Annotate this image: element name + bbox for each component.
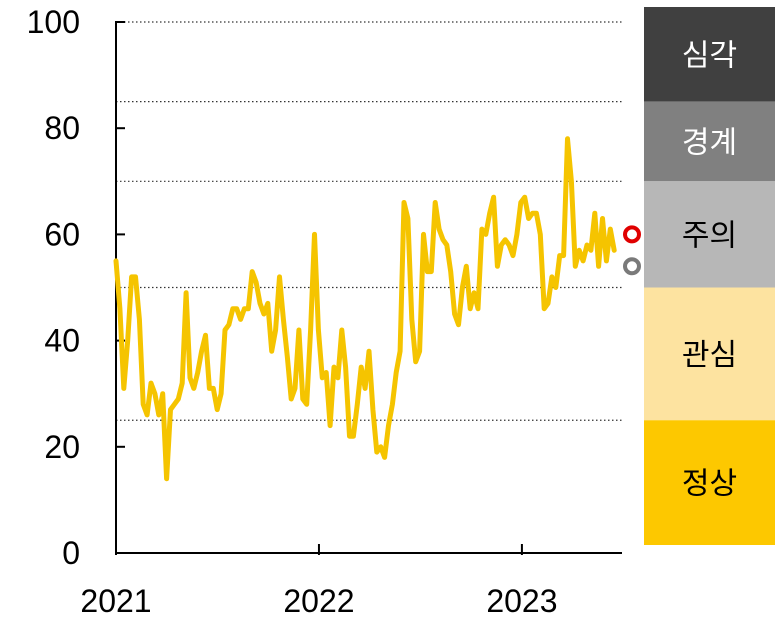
marker-point [623,257,641,276]
level-band [644,420,775,545]
level-band [644,101,775,182]
x-tick-label: 2021 [80,583,151,619]
level-band-label: 경계 [682,125,737,160]
y-tick-label: 40 [44,323,80,359]
y-tick-label: 80 [44,110,80,146]
y-tick-label: 0 [62,535,80,571]
level-band-label: 정상 [682,467,737,502]
level-band-label: 심각 [682,38,737,73]
level-band-label: 주의 [682,218,737,253]
level-band [644,287,775,421]
level-band [644,181,775,288]
marker-point [623,225,641,244]
y-tick-label: 100 [27,4,80,40]
level-band-label: 관심 [682,338,737,373]
x-tick-label: 2023 [486,583,557,619]
y-tick-label: 60 [44,216,80,252]
y-tick-label: 20 [44,429,80,465]
x-tick-label: 2022 [283,583,354,619]
series-line [113,136,617,482]
level-band [644,7,775,102]
